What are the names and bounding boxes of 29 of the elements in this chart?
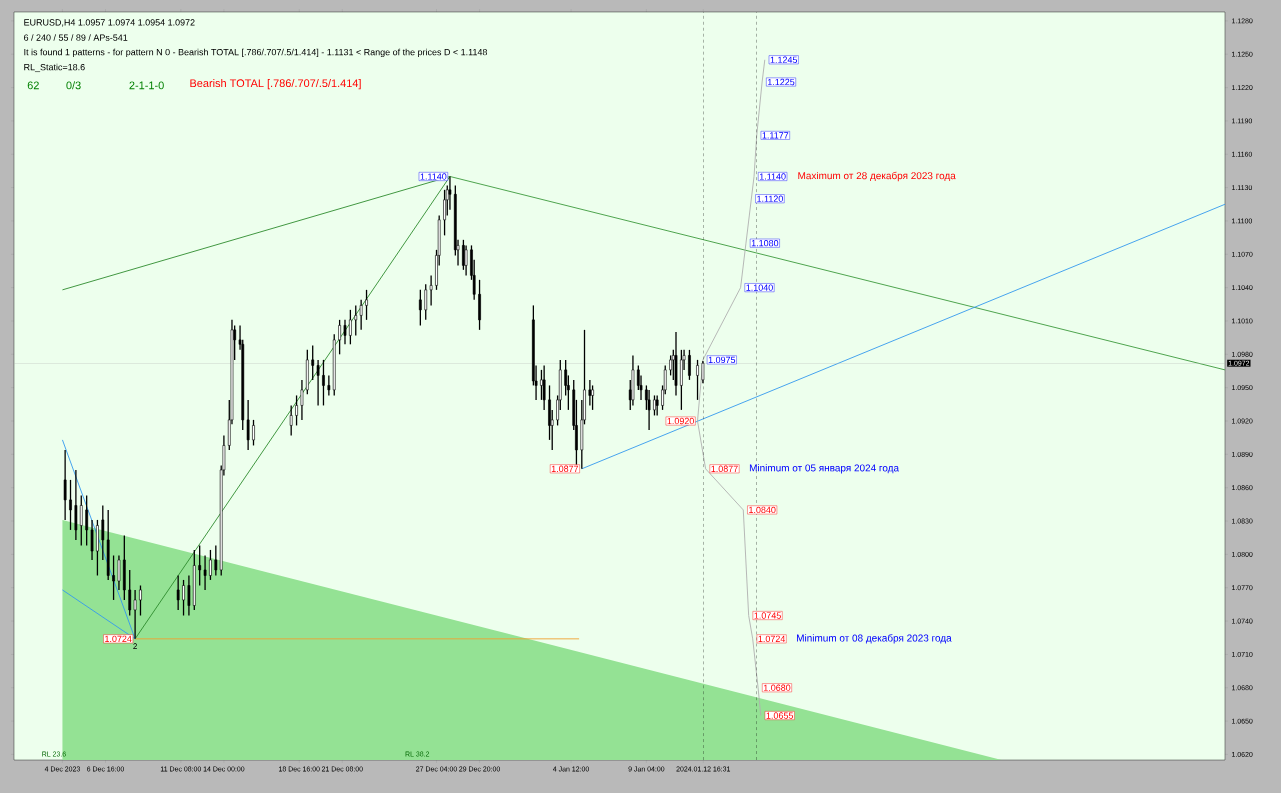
annotation: 1.0975 — [708, 356, 736, 364]
annotation: 1.1080 — [751, 239, 779, 247]
annotation: It is found 1 patterns - for pattern N 0 - Bearish TOTAL [.786/.707/.5/1.414] - 1.1131 < Range of the prices D < 1.1148 — [24, 48, 488, 58]
annotation: 1.0877 — [711, 465, 738, 472]
annotation: 1.1040 — [746, 284, 773, 291]
annotation: 1.0724 — [758, 635, 786, 643]
annotation: 1.0745 — [754, 612, 781, 619]
annotation: 1.1177 — [762, 132, 789, 139]
annotation: Maximum от 28 декабря 2023 года — [798, 171, 956, 182]
annotation: Bearish TOTAL [.786/.707/.5/1.414] — [190, 79, 361, 90]
annotation: 1.0840 — [749, 506, 776, 514]
annotation: 2-1-1-0 — [129, 81, 164, 90]
annotation: 1.0680 — [763, 684, 791, 691]
annotation: 62 — [27, 81, 39, 90]
text: EURUSD,H4 1.0957 1.0974 1.0954 1.0972 — [24, 19, 195, 27]
annotation: 1.1120 — [757, 195, 783, 202]
annotation: 0/3 — [66, 81, 81, 90]
annotation: 1.0877 — [551, 465, 579, 472]
annotation: 1.1245 — [770, 56, 798, 63]
annotation: 1.1140 — [420, 173, 447, 180]
text: 6 / 240 / 55 / 89 / APs-541 — [24, 34, 128, 41]
annotation: 1.0920 — [667, 417, 694, 425]
annotation: 1.1225 — [768, 78, 795, 86]
annotation: RL_Static=18.6 — [24, 63, 85, 73]
annotation: Minimum от 05 января 2024 года — [749, 464, 900, 474]
annotation: 1.0724 — [105, 635, 132, 643]
annotation: 1.0655 — [766, 712, 794, 719]
annotation: 1.1140 — [759, 173, 786, 180]
annotation: Minimum от 08 декабря 2023 года — [797, 634, 952, 644]
